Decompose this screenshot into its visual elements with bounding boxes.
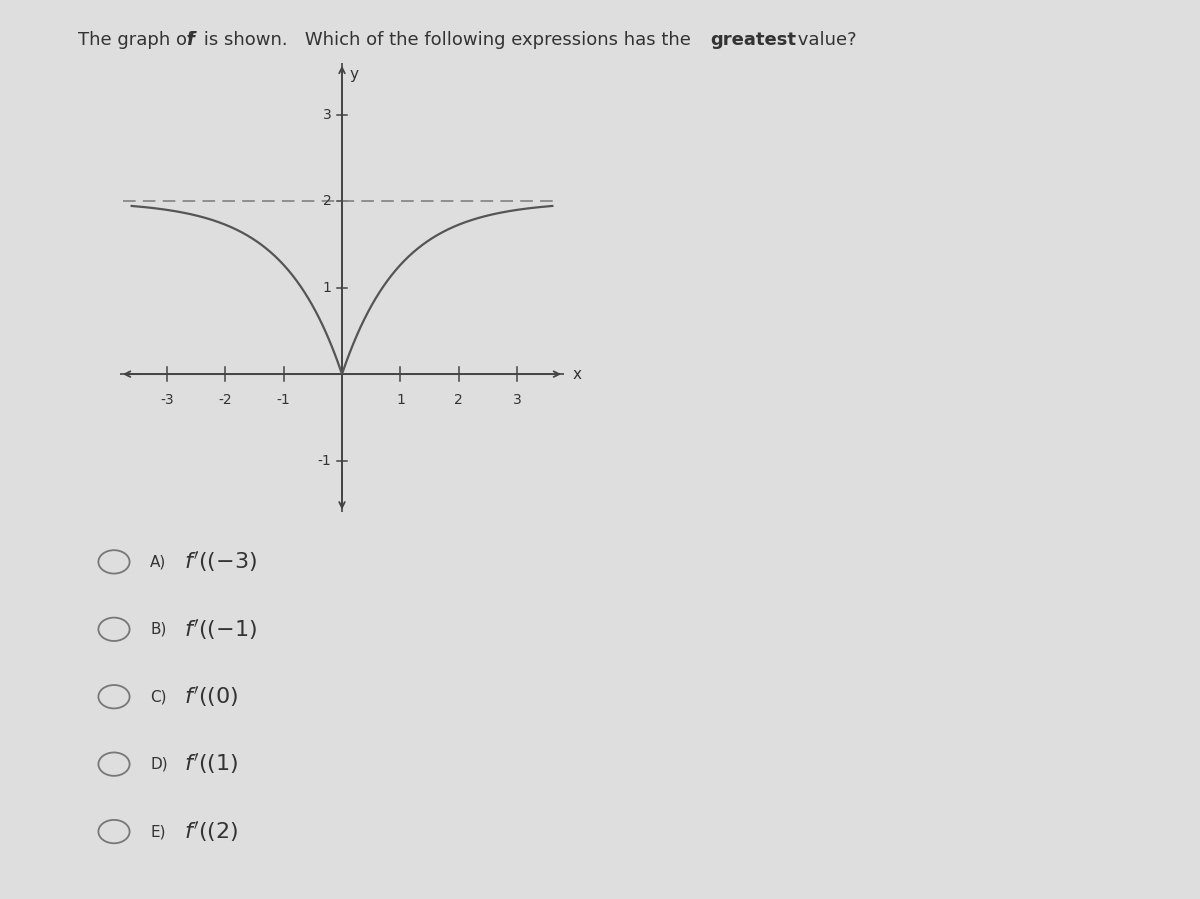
Text: y: y (349, 67, 358, 82)
Text: -3: -3 (160, 393, 174, 407)
Text: 3: 3 (512, 393, 522, 407)
Text: $f'((2)$: $f'((2)$ (184, 819, 238, 844)
Text: D): D) (150, 757, 168, 771)
Text: $f'((-3)$: $f'((-3)$ (184, 549, 257, 574)
Text: 1: 1 (323, 280, 331, 295)
Text: greatest: greatest (710, 31, 797, 49)
Text: $f'((1)$: $f'((1)$ (184, 752, 238, 777)
Text: The graph of: The graph of (78, 31, 199, 49)
Text: -1: -1 (318, 454, 331, 467)
Text: value?: value? (792, 31, 857, 49)
Text: C): C) (150, 690, 167, 704)
Text: B): B) (150, 622, 167, 636)
Text: $f'((0)$: $f'((0)$ (184, 684, 238, 709)
Text: $f'((-1)$: $f'((-1)$ (184, 617, 257, 642)
Text: 2: 2 (323, 194, 331, 209)
Text: 2: 2 (455, 393, 463, 407)
Text: is shown.   Which of the following expressions has the: is shown. Which of the following express… (198, 31, 697, 49)
Text: E): E) (150, 824, 166, 839)
Text: f: f (186, 31, 194, 49)
Text: A): A) (150, 555, 167, 569)
Text: 3: 3 (323, 108, 331, 121)
Text: -1: -1 (277, 393, 290, 407)
Text: -2: -2 (218, 393, 232, 407)
Text: 1: 1 (396, 393, 404, 407)
Text: x: x (572, 367, 582, 381)
